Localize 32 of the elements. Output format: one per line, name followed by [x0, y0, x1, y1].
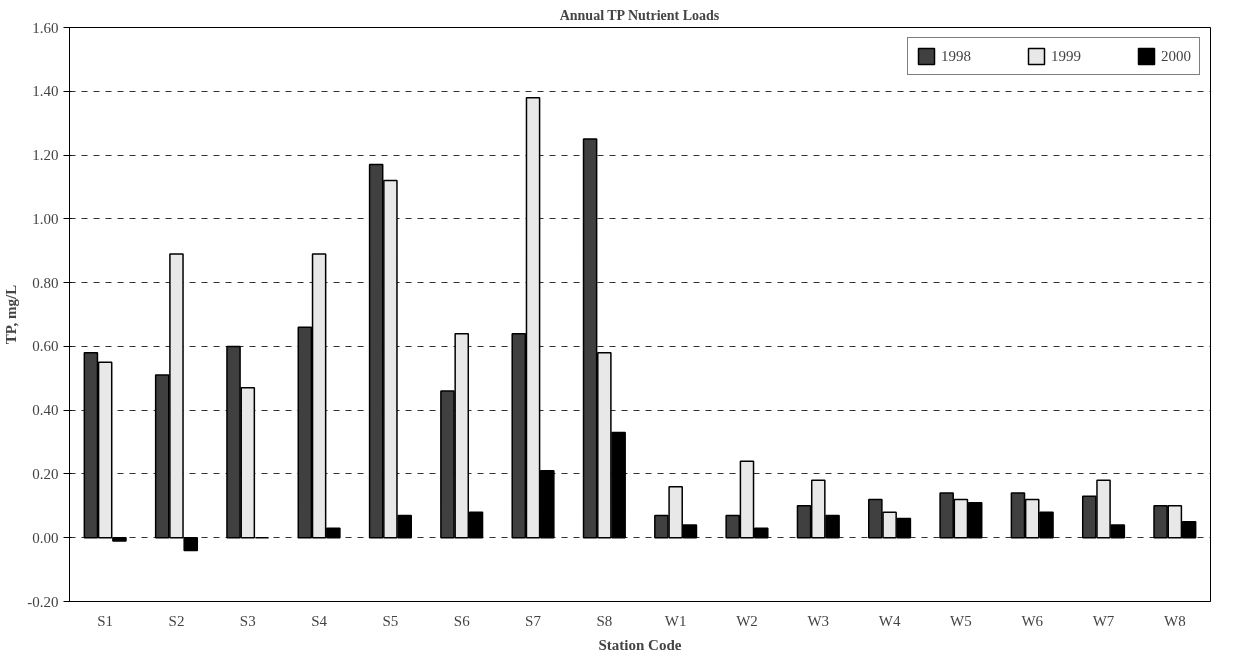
y-tick-label: 1.60	[32, 19, 59, 36]
y-tick-label: 0.60	[32, 338, 59, 355]
x-tick-label: S8	[596, 612, 613, 629]
y-tick-label: 1.20	[32, 147, 59, 164]
x-tick-label: W8	[1164, 612, 1186, 629]
y-axis-title: TP, mg/L	[3, 284, 20, 345]
chart-title: Annual TP Nutrient Loads	[559, 7, 720, 23]
legend-label: 1998	[941, 47, 971, 65]
y-tick-label: -0.20	[27, 593, 59, 610]
x-tick-label: S5	[382, 612, 399, 629]
x-tick-label: S4	[311, 612, 328, 629]
x-tick-label: S6	[453, 612, 471, 629]
y-tick-label: 0.20	[32, 465, 59, 482]
y-tick-label: 1.00	[32, 210, 59, 227]
legend-label: 2000	[1161, 47, 1191, 65]
y-tick-label: 1.40	[32, 83, 59, 100]
x-tick-label: W2	[736, 612, 758, 629]
x-tick-label: W4	[878, 612, 901, 629]
x-axis-title: Station Code	[598, 636, 682, 653]
x-tick-label: S7	[525, 612, 542, 629]
x-tick-label: S2	[168, 612, 185, 629]
x-tick-label: W7	[1092, 612, 1115, 629]
x-tick-label: S3	[239, 612, 256, 629]
x-tick-label: W1	[664, 612, 687, 629]
y-tick-label: 0.80	[32, 274, 59, 291]
x-tick-label: W6	[1021, 612, 1044, 629]
x-tick-label: S1	[97, 612, 114, 629]
y-tick-label: 0.00	[32, 529, 59, 546]
y-tick-label: 0.40	[32, 402, 59, 419]
legend-label: 1999	[1051, 47, 1081, 65]
x-tick-label: W5	[950, 612, 972, 629]
x-tick-label: W3	[807, 612, 830, 629]
